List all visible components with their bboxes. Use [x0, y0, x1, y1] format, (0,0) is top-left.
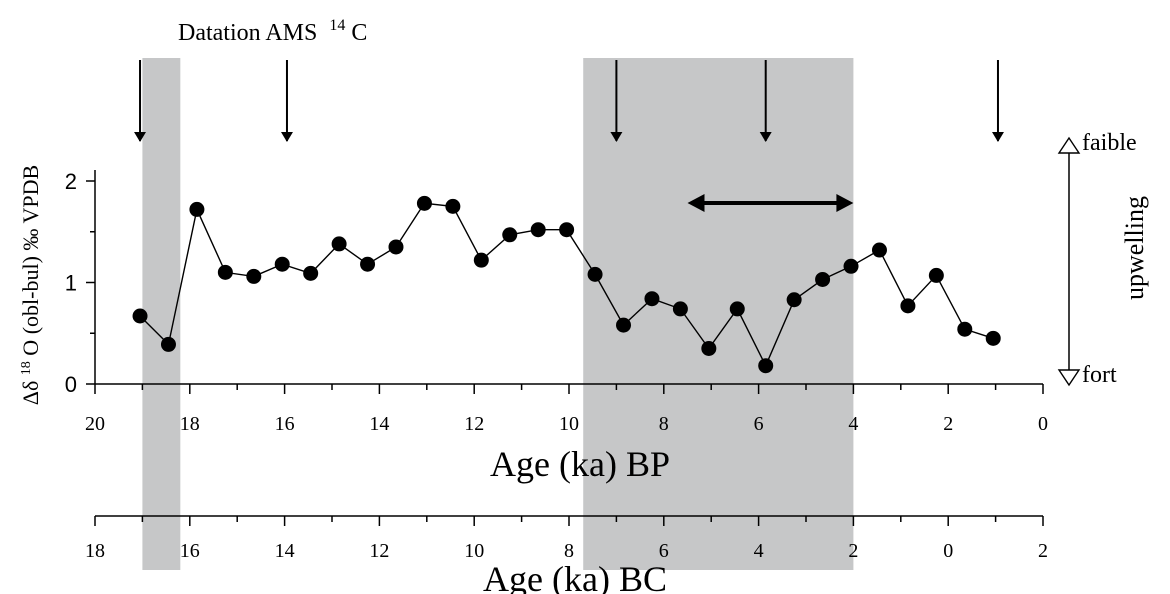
data-point — [331, 236, 347, 252]
bc-tick-label: 2 — [848, 540, 858, 562]
shaded-interval-0 — [142, 58, 181, 570]
data-point — [502, 227, 518, 243]
bc-tick-label: 12 — [369, 540, 389, 562]
data-point — [900, 298, 916, 314]
bp-tick-label: 6 — [754, 413, 764, 435]
bc-tick-label: 6 — [659, 540, 669, 562]
bc-tick-label: 2 — [1038, 540, 1048, 562]
bc-tick-label: 4 — [754, 540, 764, 562]
data-point — [388, 239, 404, 255]
bp-tick-label: 8 — [659, 413, 669, 435]
faible-label: faible — [1082, 130, 1137, 156]
data-point — [132, 308, 148, 324]
bp-tick-label: 10 — [559, 413, 579, 435]
dating-arrows — [134, 60, 1004, 142]
upwelling-label: upwelling — [1120, 196, 1149, 300]
data-point — [303, 265, 319, 281]
data-point — [160, 336, 176, 352]
bc-tick-label: 8 — [564, 540, 574, 562]
up-arrow-icon — [1057, 136, 1081, 154]
data-point — [843, 258, 859, 274]
bp-tick-label: 20 — [85, 413, 105, 435]
data-point — [672, 301, 688, 317]
data-point — [445, 198, 461, 214]
shaded-intervals — [142, 58, 854, 570]
data-point — [530, 222, 546, 238]
data-point — [871, 242, 887, 258]
bc-tick-label: 0 — [943, 540, 953, 562]
double-arrow-right-head-icon — [836, 194, 854, 212]
x-axis-label-bp: Age (ka) BP — [490, 444, 670, 484]
bc-tick-label: 14 — [275, 540, 295, 562]
double-arrow — [687, 194, 854, 212]
y-tick-label: 2 — [65, 169, 77, 194]
bp-tick-label: 14 — [369, 413, 389, 435]
data-point — [274, 256, 290, 272]
data-point — [815, 271, 831, 287]
x-axis-bp: 20 18 16 14 12 10 8 6 4 2 0 — [85, 383, 1048, 435]
data-point — [758, 358, 774, 374]
data-point — [217, 264, 233, 280]
bp-tick-label: 4 — [848, 413, 858, 435]
data-point — [360, 256, 376, 272]
bp-tick-label: 12 — [464, 413, 484, 435]
data-point — [473, 252, 489, 268]
data-point — [246, 268, 262, 284]
y-axis-label: Δδ 18 O (obl-bul) ‰ VPDB — [10, 165, 43, 405]
data-point — [786, 292, 802, 308]
y-tick-label: 0 — [65, 372, 77, 397]
data-point — [957, 321, 973, 337]
data-point — [701, 340, 717, 356]
data-point — [985, 330, 1001, 346]
y-tick-label: 1 — [65, 271, 77, 296]
dating-label: Datation AMS 14 C — [178, 10, 367, 46]
data-points — [132, 195, 1001, 374]
data-point — [189, 201, 205, 217]
x-axis-bc: 18 16 14 12 10 8 6 4 2 0 2 — [85, 515, 1048, 562]
x-axis-label-bc: Age (ka) BC — [483, 559, 667, 594]
data-point — [928, 267, 944, 283]
shaded-interval-1 — [583, 58, 854, 570]
data-point — [559, 222, 575, 238]
fort-label: fort — [1082, 362, 1117, 388]
data-point — [587, 266, 603, 282]
upwelling-indicator: faible fort upwelling — [1057, 130, 1149, 388]
bp-tick-label: 18 — [180, 413, 200, 435]
bp-tick-label: 16 — [275, 413, 295, 435]
y-axis: 0 1 2 — [65, 169, 96, 397]
bc-tick-label: 18 — [85, 540, 105, 562]
bp-tick-label: 0 — [1038, 413, 1048, 435]
data-point — [644, 291, 660, 307]
data-point — [729, 301, 745, 317]
data-point — [616, 317, 632, 333]
bc-tick-label: 16 — [180, 540, 200, 562]
bc-tick-label: 10 — [464, 540, 484, 562]
data-point — [416, 195, 432, 211]
double-arrow-left-head-icon — [687, 194, 705, 212]
bp-tick-label: 2 — [943, 413, 953, 435]
down-arrow-icon — [1057, 369, 1081, 387]
